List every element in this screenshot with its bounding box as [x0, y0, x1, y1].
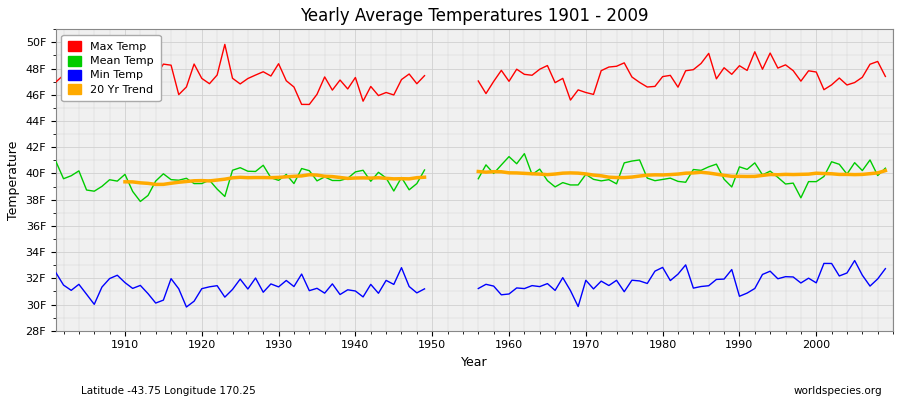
Title: Yearly Average Temperatures 1901 - 2009: Yearly Average Temperatures 1901 - 2009 [301, 7, 649, 25]
Y-axis label: Temperature: Temperature [7, 140, 20, 220]
Text: Latitude -43.75 Longitude 170.25: Latitude -43.75 Longitude 170.25 [81, 386, 256, 396]
Text: worldspecies.org: worldspecies.org [794, 386, 882, 396]
Legend: Max Temp, Mean Temp, Min Temp, 20 Yr Trend: Max Temp, Mean Temp, Min Temp, 20 Yr Tre… [61, 35, 160, 101]
X-axis label: Year: Year [461, 356, 488, 369]
